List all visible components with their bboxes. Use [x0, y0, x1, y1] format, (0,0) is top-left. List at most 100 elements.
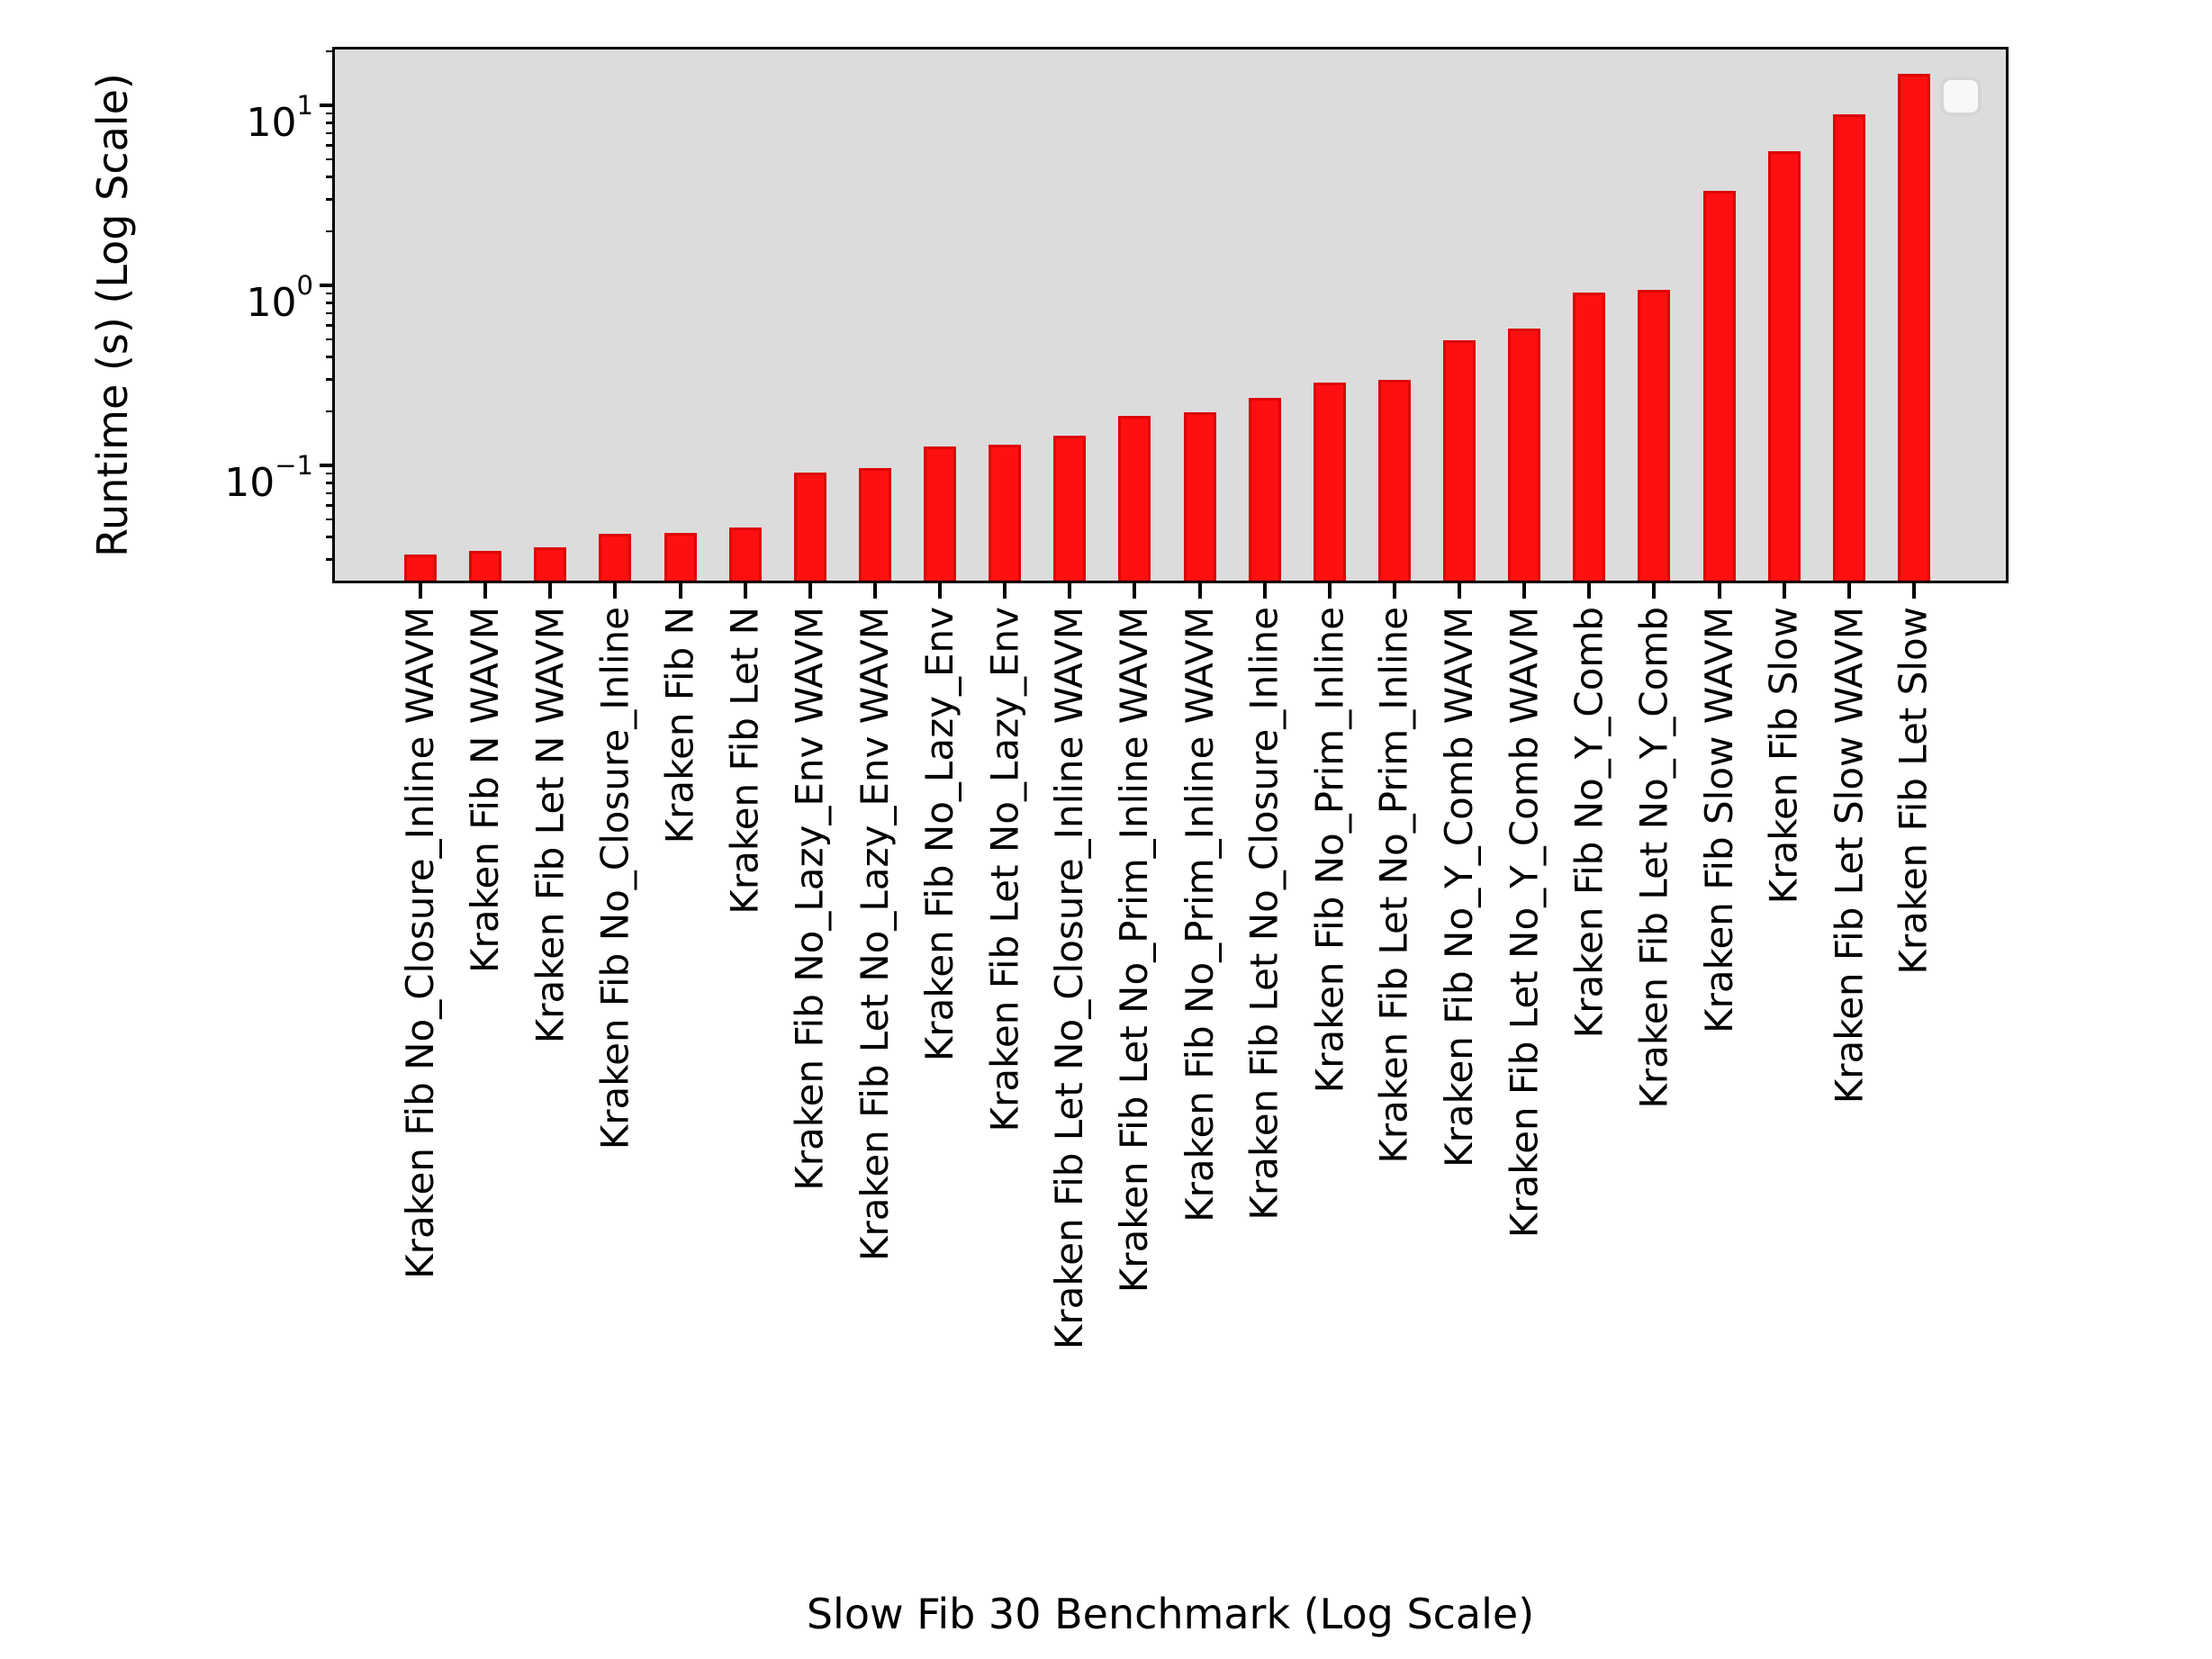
- x-tick: [483, 582, 488, 599]
- x-tick-label: Kraken Fib No_Closure_Inline WAVM: [398, 607, 442, 1279]
- y-tick-base: 10: [246, 280, 297, 326]
- bar: [599, 534, 632, 581]
- x-tick-label: Kraken Fib No_Lazy_Env: [917, 607, 962, 1062]
- y-minor-tick: [326, 324, 335, 327]
- y-minor-tick: [326, 356, 335, 358]
- bar: [1248, 397, 1281, 581]
- y-tick-base: 10: [246, 100, 297, 146]
- x-tick-label: Kraken Fib Let No_Prim_Inline: [1371, 607, 1416, 1164]
- y-minor-tick: [326, 292, 335, 295]
- y-major-tick: [320, 464, 335, 467]
- y-minor-tick: [326, 518, 335, 521]
- y-minor-tick: [326, 504, 335, 507]
- bar: [404, 554, 437, 581]
- x-tick-label: Kraken Fib Let No_Y_Comb: [1631, 607, 1676, 1109]
- x-tick-label: Kraken Fib Let No_Closure_Inline WAVM: [1047, 607, 1092, 1350]
- y-minor-tick: [326, 122, 335, 124]
- y-tick-base: 10: [224, 460, 275, 506]
- x-tick-label: Kraken Fib No_Closure_Inline: [592, 607, 637, 1150]
- bar: [1702, 190, 1736, 581]
- bar: [664, 533, 697, 581]
- x-tick-label: Kraken Fib Let Slow: [1891, 607, 1936, 975]
- y-minor-tick: [326, 50, 335, 53]
- x-tick: [1327, 582, 1332, 599]
- y-minor-tick: [326, 482, 335, 484]
- x-tick: [678, 582, 682, 599]
- bar: [1053, 435, 1087, 581]
- x-tick-label: Kraken Fib No_Y_Comb: [1566, 607, 1612, 1039]
- y-minor-tick: [326, 302, 335, 304]
- bar: [469, 550, 502, 581]
- x-tick-label: Kraken Fib No_Prim_Inline: [1306, 607, 1351, 1094]
- bar: [1638, 290, 1671, 581]
- y-tick-exponent: 0: [296, 270, 313, 301]
- bar: [989, 445, 1022, 581]
- x-tick: [1587, 582, 1592, 599]
- x-tick-label: Kraken Fib N WAVM: [463, 607, 508, 973]
- x-tick-label: Kraken Fib Let No_Prim_Inline WAVM: [1112, 607, 1157, 1294]
- y-major-tick: [320, 284, 335, 287]
- y-minor-tick: [326, 378, 335, 381]
- x-tick: [743, 582, 747, 599]
- x-tick-label: Kraken Fib Slow: [1761, 607, 1806, 905]
- y-axis-label: Runtime (s) (Log Scale): [88, 73, 137, 557]
- x-tick-label: Kraken Fib Let No_Lazy_Env: [982, 607, 1027, 1132]
- x-tick: [1782, 582, 1786, 599]
- x-tick-label: Kraken Fib No_Prim_Inline WAVM: [1177, 607, 1222, 1222]
- y-tick-label: 100: [247, 258, 313, 330]
- y-minor-tick: [326, 536, 335, 538]
- x-tick: [1911, 582, 1916, 599]
- bar: [1832, 114, 1865, 581]
- x-tick-label: Kraken Fib Let No_Y_Comb WAVM: [1502, 607, 1547, 1239]
- bar: [1573, 293, 1606, 581]
- x-tick: [1392, 582, 1396, 599]
- bar: [1443, 339, 1476, 581]
- x-tick: [1522, 582, 1527, 599]
- x-tick-label: Kraken Fib Let N WAVM: [528, 607, 573, 1044]
- x-tick: [1003, 582, 1007, 599]
- x-axis-label: Slow Fib 30 Benchmark (Log Scale): [806, 1590, 1535, 1638]
- y-minor-tick: [326, 311, 335, 315]
- bar: [924, 446, 957, 581]
- x-tick: [548, 582, 553, 599]
- x-tick-label: Kraken Fib No_Y_Comb WAVM: [1437, 607, 1482, 1168]
- legend-box: [1940, 77, 1982, 116]
- x-tick: [1197, 582, 1202, 599]
- y-minor-tick: [326, 176, 335, 178]
- x-tick: [613, 582, 618, 599]
- y-minor-tick: [326, 131, 335, 135]
- x-tick-label: Kraken Fib Let Slow WAVM: [1826, 607, 1871, 1104]
- bar: [858, 467, 891, 581]
- bar: [1313, 383, 1346, 581]
- y-minor-tick: [326, 472, 335, 475]
- y-minor-tick: [326, 410, 335, 413]
- x-tick-label: Kraken Fib No_Lazy_Env WAVM: [787, 607, 832, 1191]
- y-minor-tick: [326, 558, 335, 561]
- plot-area: [335, 50, 2006, 581]
- x-tick: [1068, 582, 1072, 599]
- bar: [1118, 416, 1151, 581]
- x-tick-label: Kraken Fib Let No_Closure_Inline: [1241, 607, 1287, 1221]
- bar: [793, 473, 826, 581]
- x-tick-label: Kraken Fib Let N: [722, 607, 767, 915]
- y-tick-label: 10−1: [224, 438, 313, 510]
- x-tick: [938, 582, 943, 599]
- bar: [1508, 329, 1541, 581]
- x-tick: [1133, 582, 1137, 599]
- x-tick: [1262, 582, 1267, 599]
- y-major-tick: [320, 104, 335, 107]
- bar: [534, 547, 567, 581]
- y-minor-tick: [326, 144, 335, 147]
- y-minor-tick: [326, 491, 335, 495]
- y-minor-tick: [326, 112, 335, 115]
- x-tick: [419, 582, 422, 599]
- bar: [728, 527, 762, 581]
- bar: [1897, 73, 1930, 581]
- x-tick-label: Kraken Fib Slow WAVM: [1696, 607, 1741, 1033]
- y-minor-tick: [326, 158, 335, 161]
- x-tick-label: Kraken Fib N: [657, 607, 702, 844]
- bar: [1767, 151, 1801, 581]
- x-tick: [1846, 582, 1851, 599]
- x-tick: [808, 582, 812, 599]
